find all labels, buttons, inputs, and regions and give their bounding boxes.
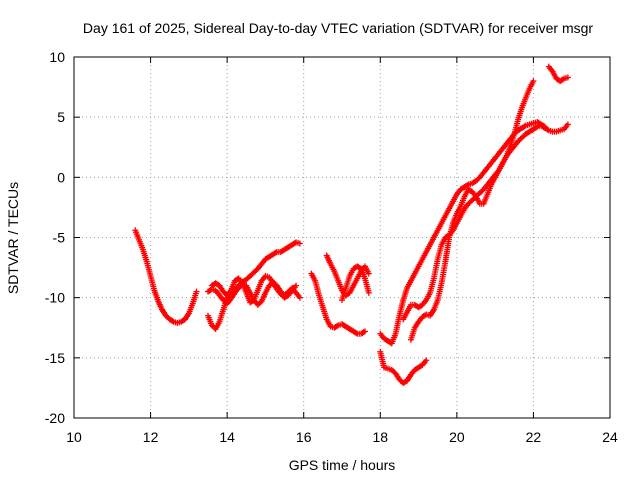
plus-mark xyxy=(293,282,300,289)
plus-mark xyxy=(521,123,528,130)
plus-mark xyxy=(296,294,303,301)
plus-mark xyxy=(361,328,368,335)
plus-mark xyxy=(365,270,372,277)
series-arc-4 xyxy=(208,273,300,306)
series-arc-8 xyxy=(377,348,430,387)
axis-ticks: 10 12 14 16 18 20 22 24 10 5 0 -5 -10 -15 -20 xyxy=(45,49,618,445)
y-tick-label: 0 xyxy=(57,169,65,185)
plus-mark xyxy=(272,249,279,256)
x-tick-label: 14 xyxy=(219,429,235,445)
plus-mark xyxy=(365,289,372,296)
y-tick-label: -20 xyxy=(45,410,65,426)
plus-mark xyxy=(564,74,571,81)
x-tick-label: 24 xyxy=(602,429,618,445)
x-tick-label: 12 xyxy=(143,429,159,445)
chart-title: Day 161 of 2025, Sidereal Day-to-day VTE… xyxy=(83,20,593,36)
y-tick-label: -10 xyxy=(45,290,65,306)
series-arc-1 xyxy=(132,227,200,326)
x-axis-title: GPS time / hours xyxy=(289,457,396,473)
x-tick-label: 16 xyxy=(296,429,312,445)
plus-mark xyxy=(423,357,430,364)
y-tick-label: -15 xyxy=(45,350,65,366)
plus-mark xyxy=(464,182,471,189)
plus-mark xyxy=(169,317,176,324)
y-axis-title: SDTVAR / TECUs xyxy=(5,182,21,294)
plus-mark xyxy=(333,323,340,330)
plus-mark xyxy=(530,78,537,85)
y-tick-label: -5 xyxy=(53,230,66,246)
y-tick-label: 5 xyxy=(57,109,65,125)
series-arc-12 xyxy=(545,63,571,85)
plus-mark xyxy=(559,76,566,83)
plus-mark xyxy=(193,288,200,295)
plus-mark xyxy=(353,329,360,336)
x-tick-label: 10 xyxy=(66,429,82,445)
x-tick-label: 18 xyxy=(372,429,388,445)
series-arc-9 xyxy=(377,118,548,347)
data-marks xyxy=(132,63,571,387)
plus-mark xyxy=(532,124,539,131)
y-tick-label: 10 xyxy=(49,49,65,65)
series-arc-11 xyxy=(407,78,537,343)
series-arc-7 xyxy=(339,263,372,304)
plus-mark xyxy=(564,121,571,128)
plus-mark xyxy=(544,126,551,133)
plus-mark xyxy=(360,329,367,336)
plus-mark xyxy=(296,240,303,247)
series-arc-10 xyxy=(400,121,571,323)
series-arc-5 xyxy=(308,270,368,337)
x-tick-label: 20 xyxy=(449,429,465,445)
grid-lines xyxy=(74,57,610,418)
x-tick-label: 22 xyxy=(526,429,542,445)
